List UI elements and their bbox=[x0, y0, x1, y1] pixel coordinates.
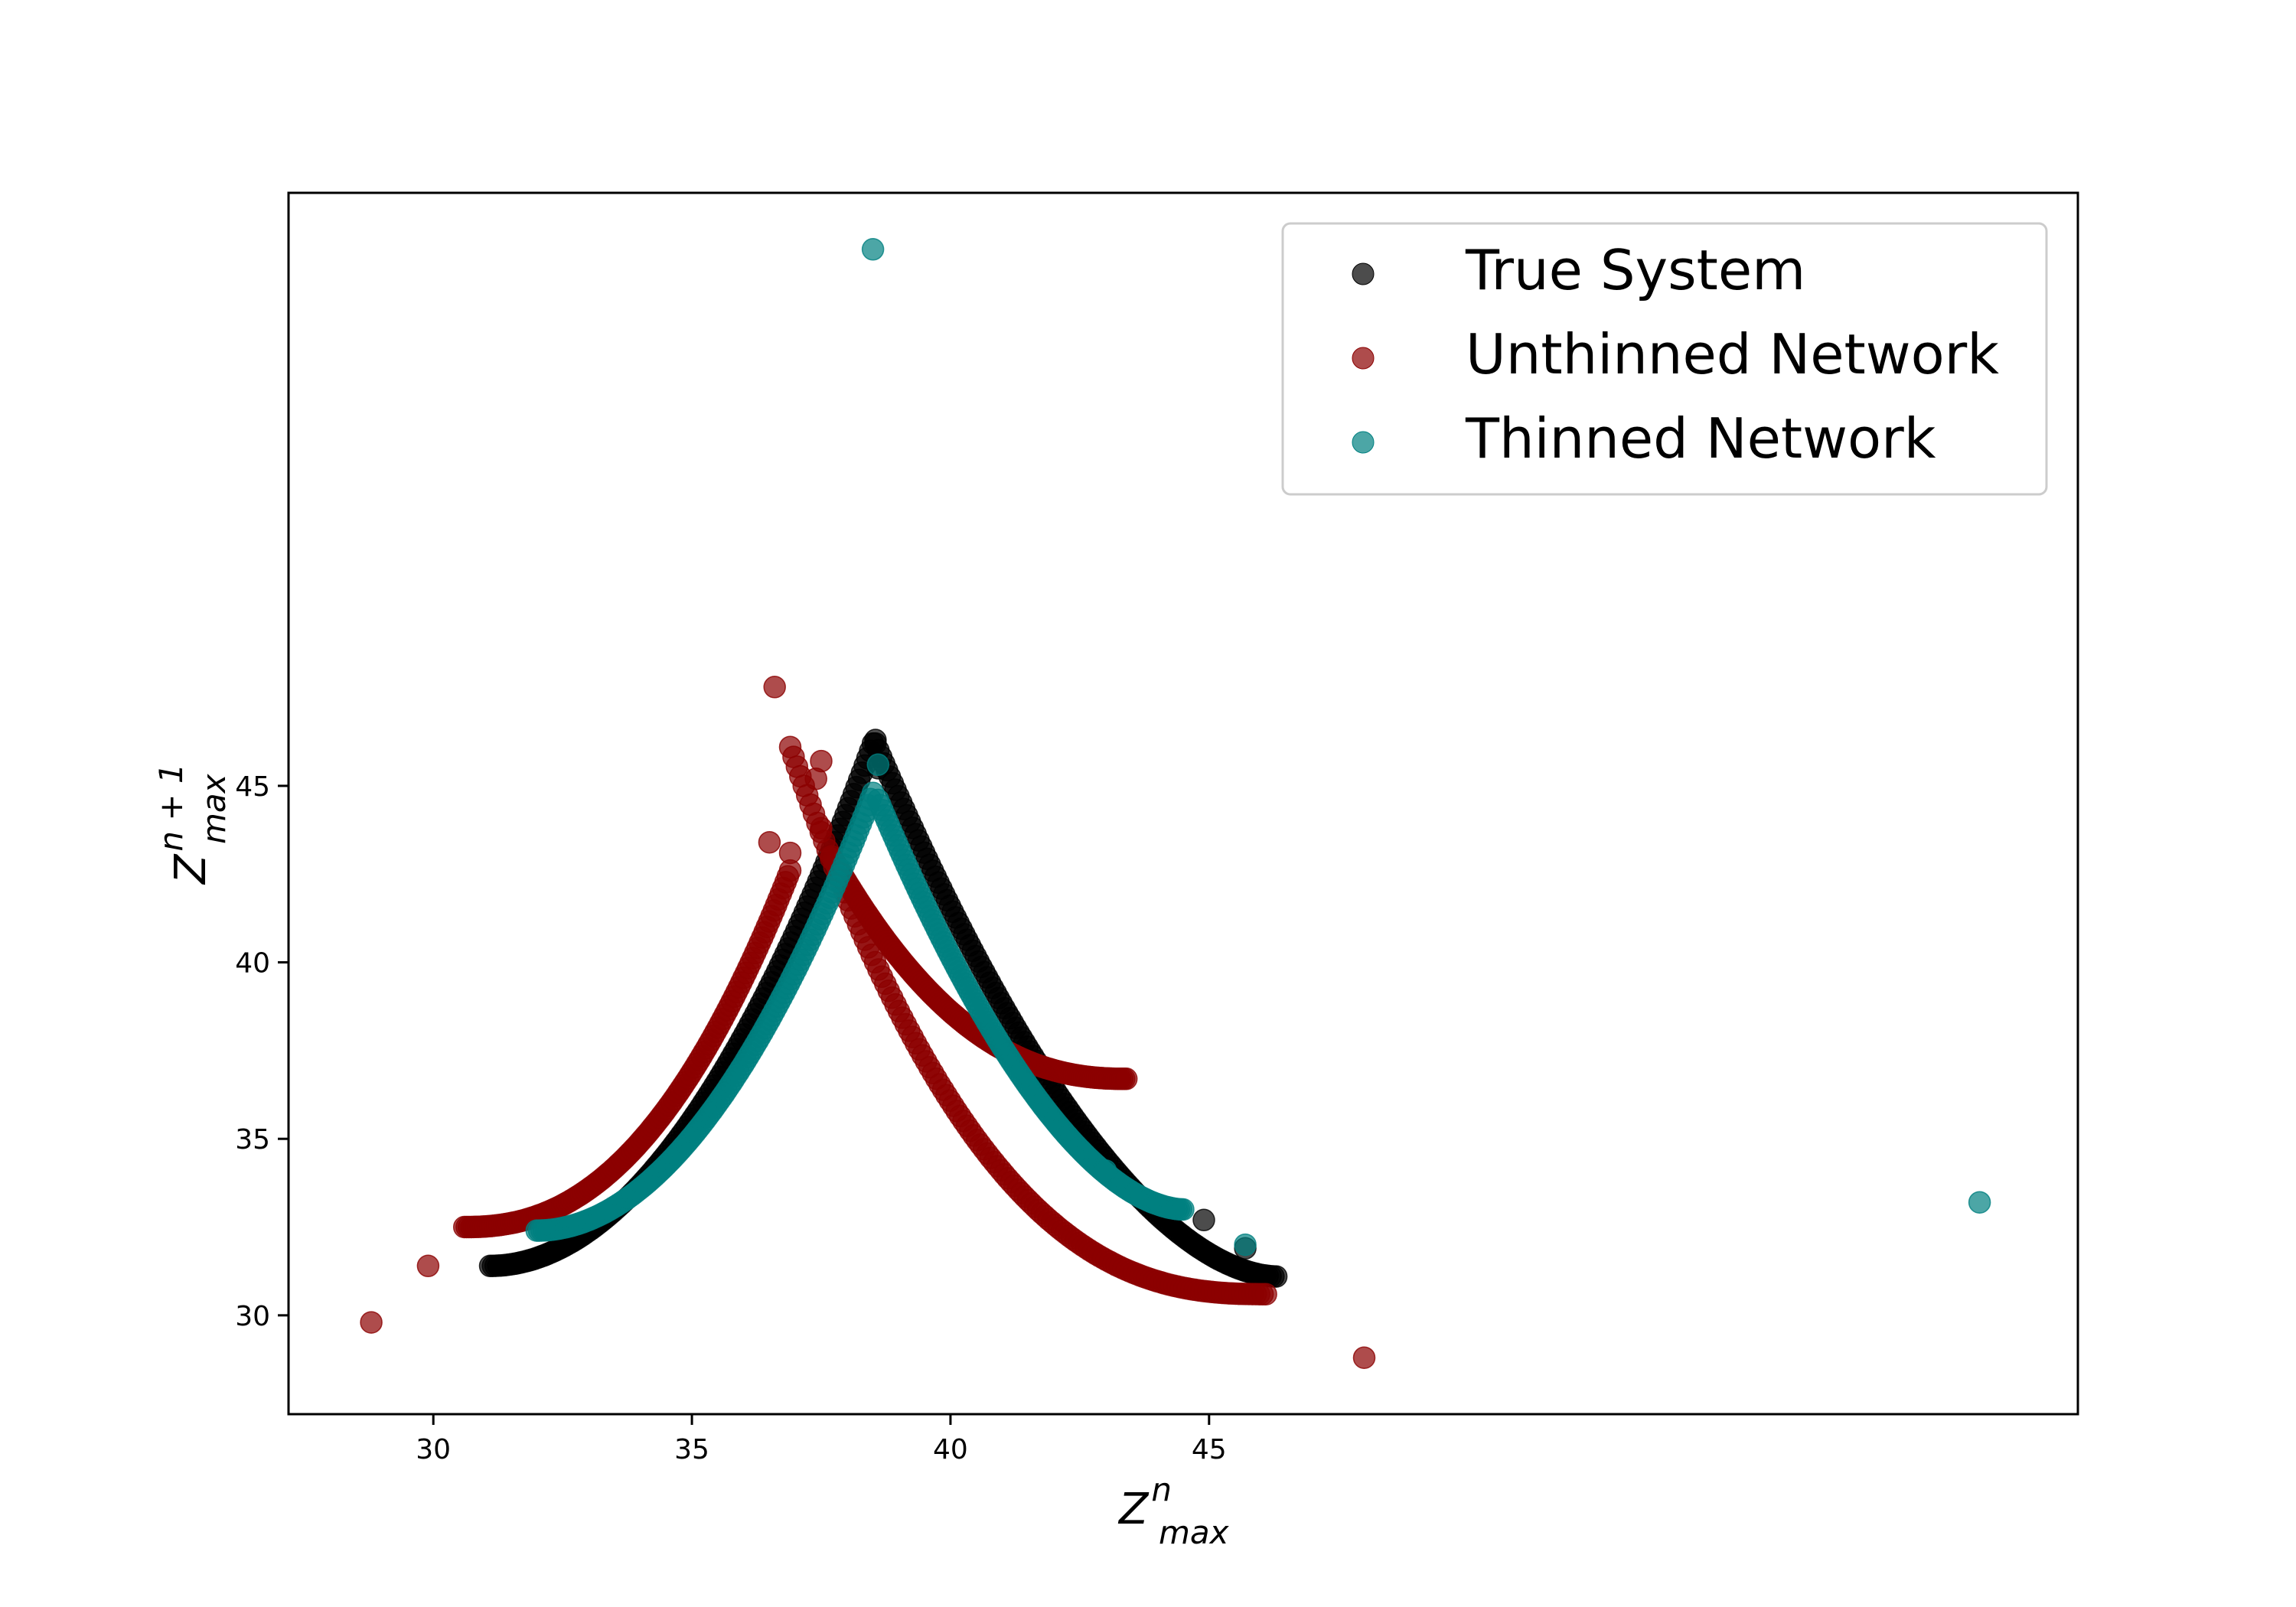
x-axis-label: Zn max bbox=[1117, 1471, 1230, 1551]
legend-marker-unthinned-network bbox=[1352, 347, 1375, 370]
y-tick-label: 35 bbox=[235, 1124, 270, 1156]
unthinned-network-point bbox=[1114, 1068, 1138, 1090]
y-axis-label: Zn + 1 max bbox=[152, 763, 233, 885]
unthinned-network-point bbox=[810, 817, 833, 840]
y-axis-label-base: Z bbox=[166, 853, 216, 885]
y-tick-label: 45 bbox=[235, 771, 270, 803]
thinned-network-point bbox=[1094, 1159, 1117, 1182]
legend-box bbox=[1281, 222, 2048, 496]
y-tick-label: 30 bbox=[235, 1301, 270, 1332]
thinned-network-point bbox=[861, 238, 885, 261]
unthinned-network-point bbox=[778, 841, 802, 865]
x-tick-label: 30 bbox=[416, 1434, 451, 1465]
legend-label-true-system: True System bbox=[1465, 238, 1805, 302]
unthinned-network-point bbox=[1352, 1346, 1376, 1369]
thinned-network-point bbox=[1172, 1198, 1195, 1221]
y-axis-label-sub: max bbox=[195, 773, 233, 844]
data-points bbox=[360, 238, 1991, 1369]
legend-label-unthinned-network: Unthinned Network bbox=[1466, 322, 1999, 386]
x-axis-label-sub: max bbox=[1159, 1514, 1230, 1551]
unthinned-network-point bbox=[1254, 1283, 1277, 1305]
x-axis-label-base: Z bbox=[1117, 1485, 1150, 1534]
unthinned-network-point bbox=[360, 1311, 383, 1334]
thinned-network-point bbox=[1968, 1191, 1991, 1214]
true-system-point bbox=[1264, 1265, 1288, 1288]
unthinned-network-point bbox=[416, 1254, 440, 1278]
x-tick-label: 35 bbox=[674, 1434, 709, 1465]
x-axis-label-sup: n bbox=[1151, 1471, 1172, 1508]
legend: True System Unthinned Network Thinned Ne… bbox=[1281, 222, 2048, 496]
legend-marker-thinned-network bbox=[1352, 431, 1375, 454]
unthinned-network-point bbox=[763, 676, 786, 699]
unthinned-network-point bbox=[804, 767, 827, 790]
axis-ticks: 30 35 40 45 30 35 40 45 bbox=[235, 771, 1227, 1465]
y-tick-label: 40 bbox=[235, 948, 270, 980]
thinned-network-point bbox=[866, 753, 890, 777]
y-axis-label-sup: n + 1 bbox=[152, 763, 190, 851]
unthinned-network-point bbox=[758, 830, 781, 854]
plot-frame bbox=[287, 191, 2079, 1416]
true-system-point bbox=[1192, 1208, 1215, 1232]
x-tick-label: 45 bbox=[1192, 1434, 1227, 1465]
thinned-network-point bbox=[1234, 1233, 1257, 1257]
x-tick-label: 40 bbox=[933, 1434, 968, 1465]
true-system-point bbox=[864, 729, 887, 751]
legend-marker-true-system bbox=[1352, 262, 1375, 285]
legend-label-thinned-network: Thinned Network bbox=[1465, 406, 1936, 471]
